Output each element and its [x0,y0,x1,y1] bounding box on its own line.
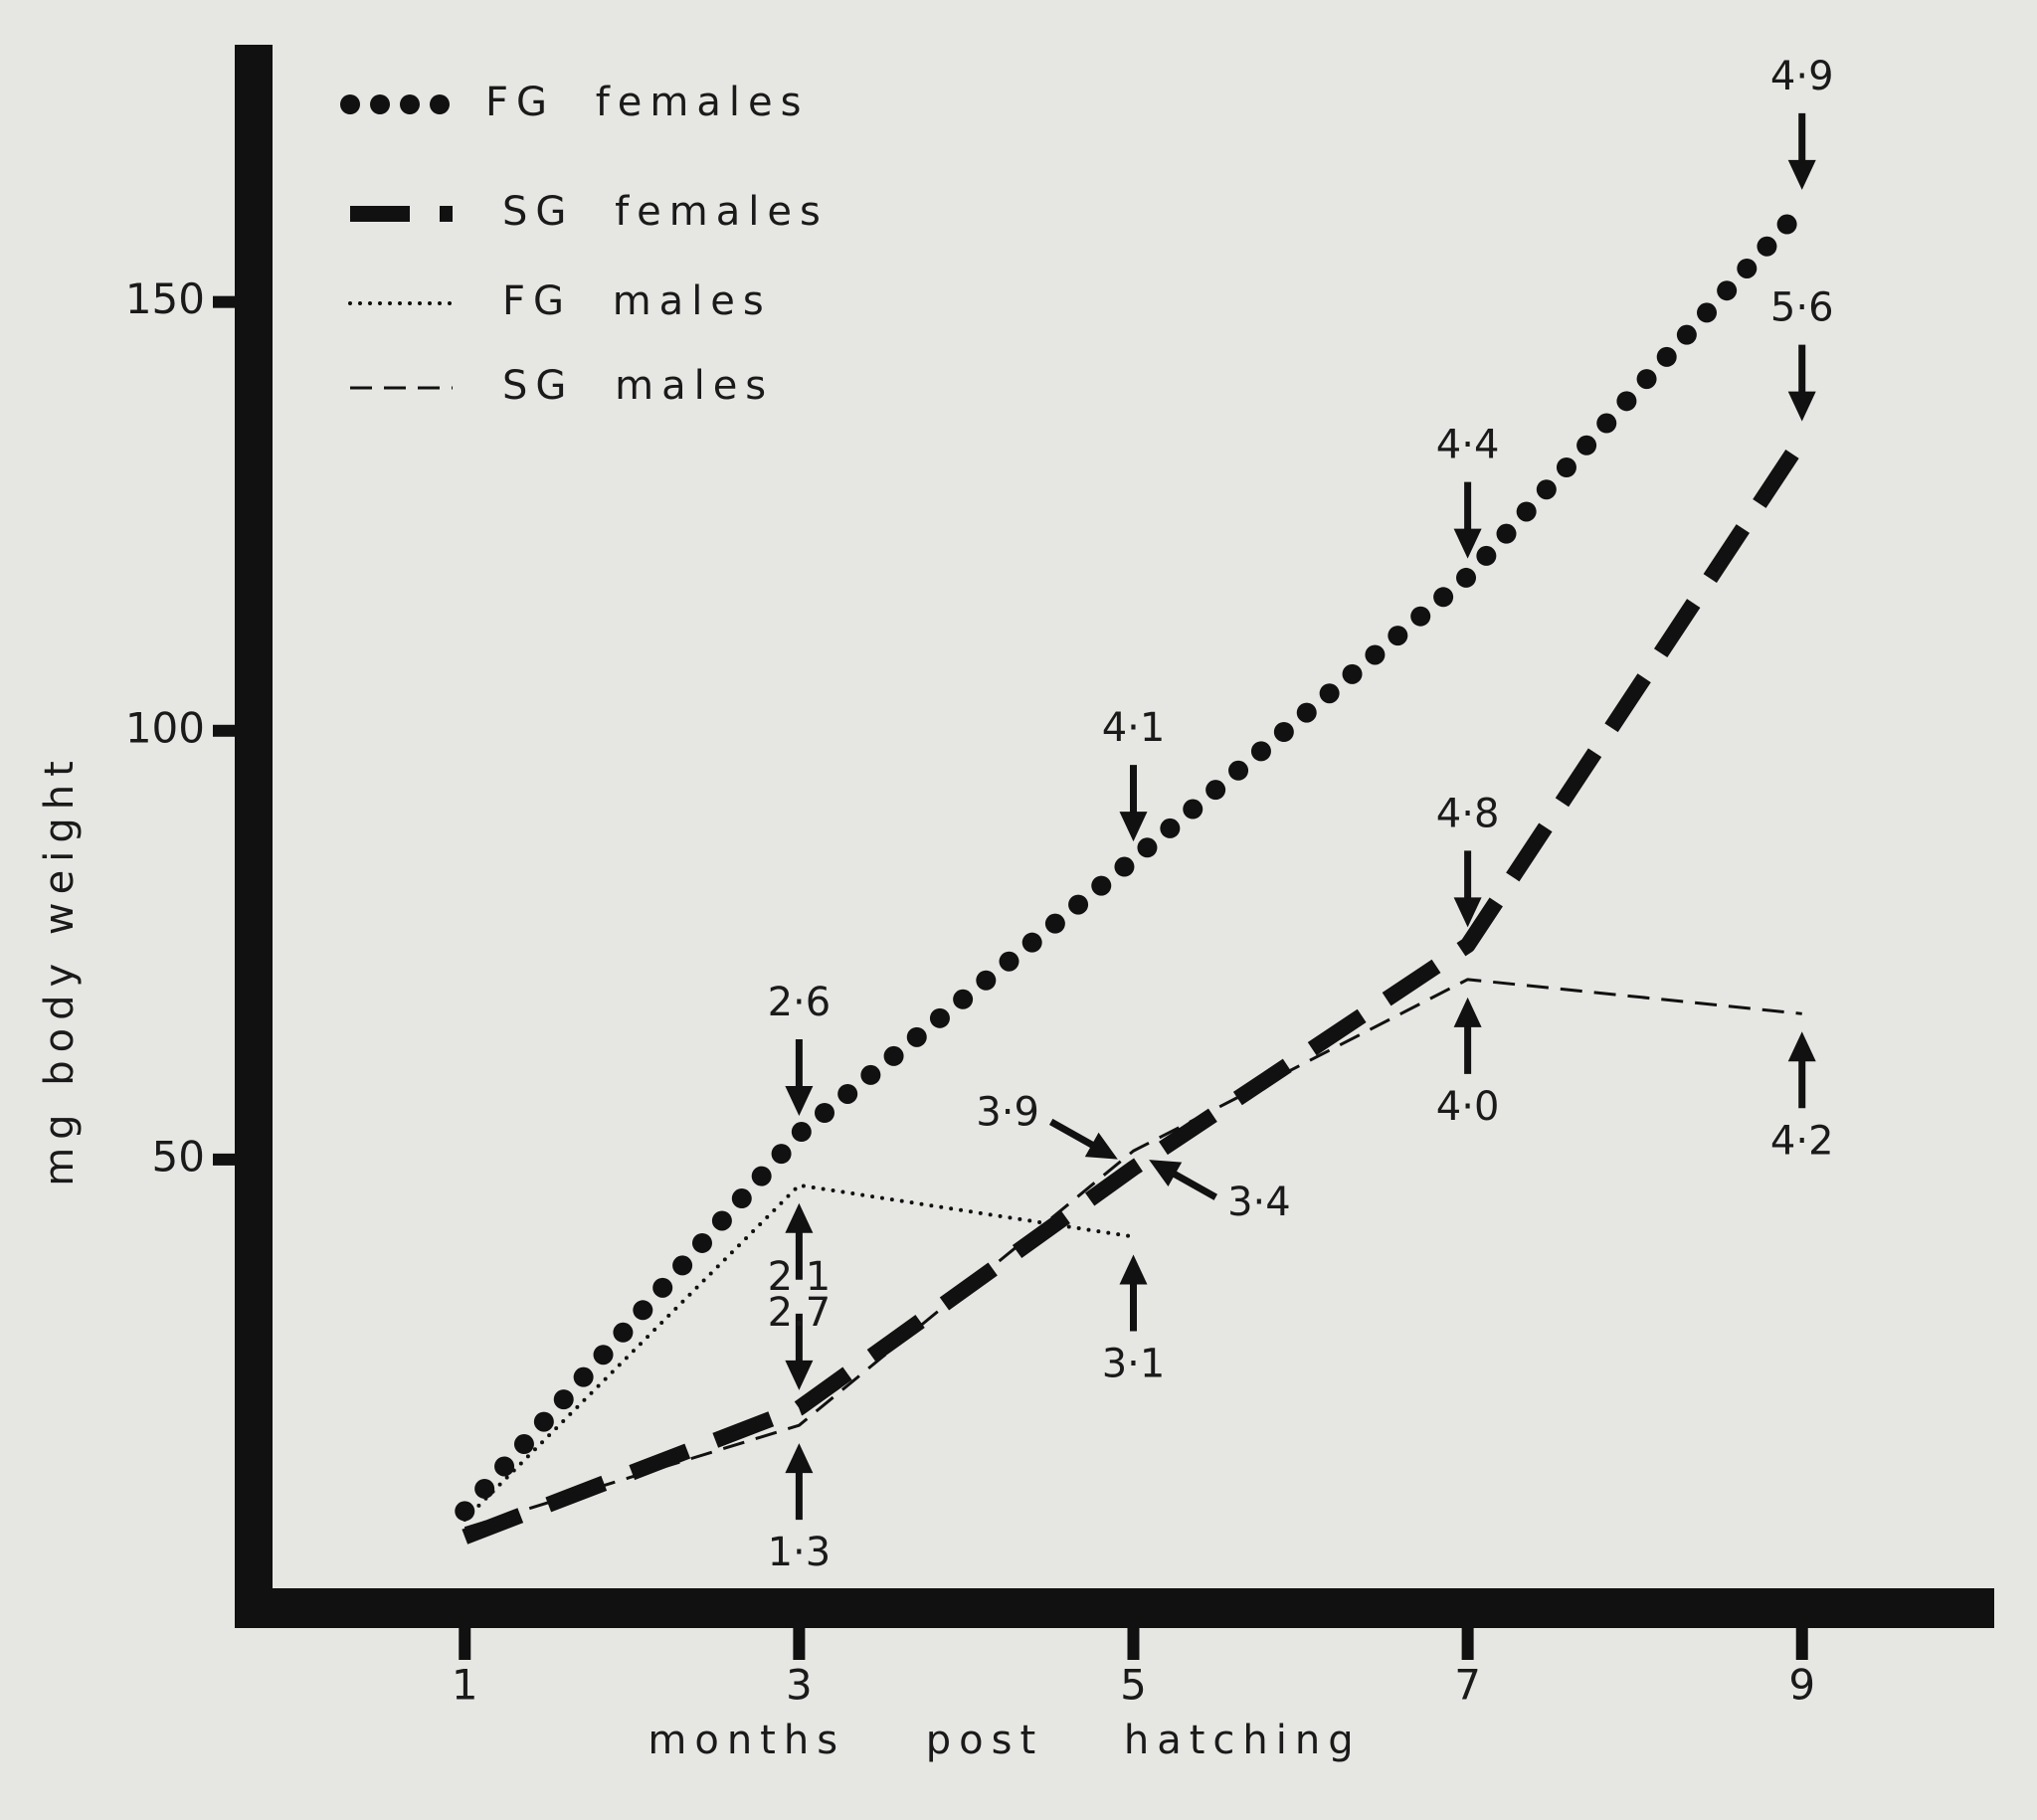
annotation-label: 4·1 [1102,705,1166,751]
x-axis [235,1588,1994,1628]
annotation-label: 2.7 [768,1290,832,1336]
y-tick-label: 50 [152,1132,205,1181]
x-tick-label: 5 [1120,1661,1147,1710]
y-axis-label: mg body weight [37,753,83,1186]
series-line [463,1183,1136,1523]
series-line [455,197,1812,1522]
x-tick [1795,1626,1808,1660]
annotation-arrowhead [1787,159,1816,190]
annotation-label: 4·0 [1436,1084,1500,1130]
legend-label: FG males [502,278,772,324]
annotation-arrowhead [1149,1160,1183,1187]
annotation-arrowhead [785,1086,814,1117]
y-tick [213,724,237,737]
y-tick [213,1153,237,1166]
annotation-arrowhead [1453,528,1482,559]
annotation-arrowhead [785,1360,814,1390]
legend-label: SG females [502,189,829,235]
y-tick-label: 150 [125,274,205,323]
annotation-arrowhead [1453,997,1482,1027]
annotation-label: 4·8 [1436,791,1500,836]
annotation-arrowhead [1787,1031,1816,1062]
x-tick-label: 7 [1454,1661,1481,1710]
annotation-label: 4·2 [1770,1118,1834,1164]
annotation-label: 1·3 [768,1530,832,1575]
x-tick [793,1626,806,1660]
annotation-label: 3·4 [1227,1180,1291,1225]
x-tick-label: 9 [1788,1661,1815,1710]
x-tick [1127,1626,1140,1660]
annotation-arrowhead [1453,897,1482,928]
x-axis-label: months post hatching [648,1718,1361,1763]
series-line [462,435,1809,1545]
annotation-arrowhead [785,1202,814,1233]
y-tick-label: 100 [125,703,205,752]
annotation-label: 4·4 [1436,423,1500,468]
annotation-arrowhead [1119,812,1148,842]
annotation-label: 4·9 [1770,54,1834,99]
annotation-label: 5·6 [1770,285,1834,331]
series-line [463,978,1802,1531]
y-axis [235,45,273,1628]
x-tick-label: 3 [786,1661,813,1710]
x-tick [1461,1626,1474,1660]
x-tick [459,1626,471,1660]
x-tick-label: 1 [452,1661,478,1710]
annotation-arrowhead [785,1443,814,1474]
annotation-arrowhead [1119,1254,1148,1285]
legend-label: SG males [502,363,774,409]
legend-label: FG females [485,80,809,125]
annotation-label: 2·6 [768,980,832,1025]
annotation-arrowhead [1787,391,1816,422]
annotation-label: 3·9 [976,1090,1039,1136]
annotation-label: 3·1 [1102,1341,1166,1386]
annotation-arrowhead [1084,1132,1118,1160]
y-tick [213,295,237,308]
